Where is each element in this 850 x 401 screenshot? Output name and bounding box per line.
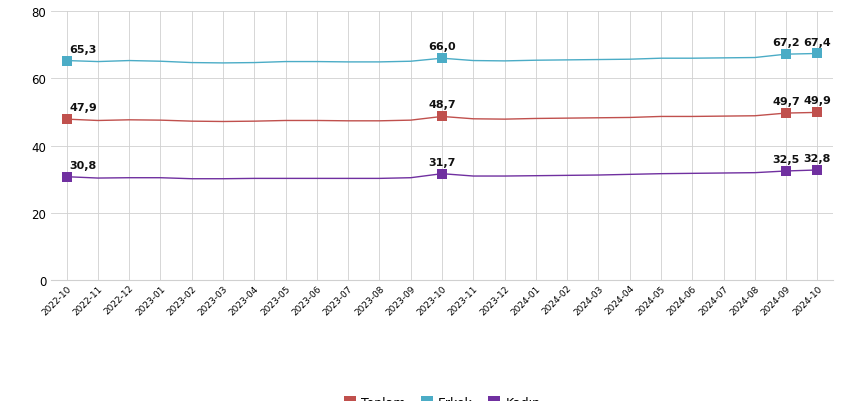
Text: 49,7: 49,7 xyxy=(772,97,800,107)
Text: 66,0: 66,0 xyxy=(428,42,456,52)
Text: 48,7: 48,7 xyxy=(428,100,456,110)
Legend: Toplam, Erkek, Kadın: Toplam, Erkek, Kadın xyxy=(338,391,546,401)
Text: 32,5: 32,5 xyxy=(773,155,800,165)
Text: 32,8: 32,8 xyxy=(803,154,831,164)
Text: 65,3: 65,3 xyxy=(70,45,97,55)
Text: 31,7: 31,7 xyxy=(428,157,456,167)
Text: 67,4: 67,4 xyxy=(803,37,831,47)
Text: 47,9: 47,9 xyxy=(70,103,97,113)
Text: 49,9: 49,9 xyxy=(803,96,831,106)
Text: 67,2: 67,2 xyxy=(773,38,800,48)
Text: 30,8: 30,8 xyxy=(70,160,97,170)
